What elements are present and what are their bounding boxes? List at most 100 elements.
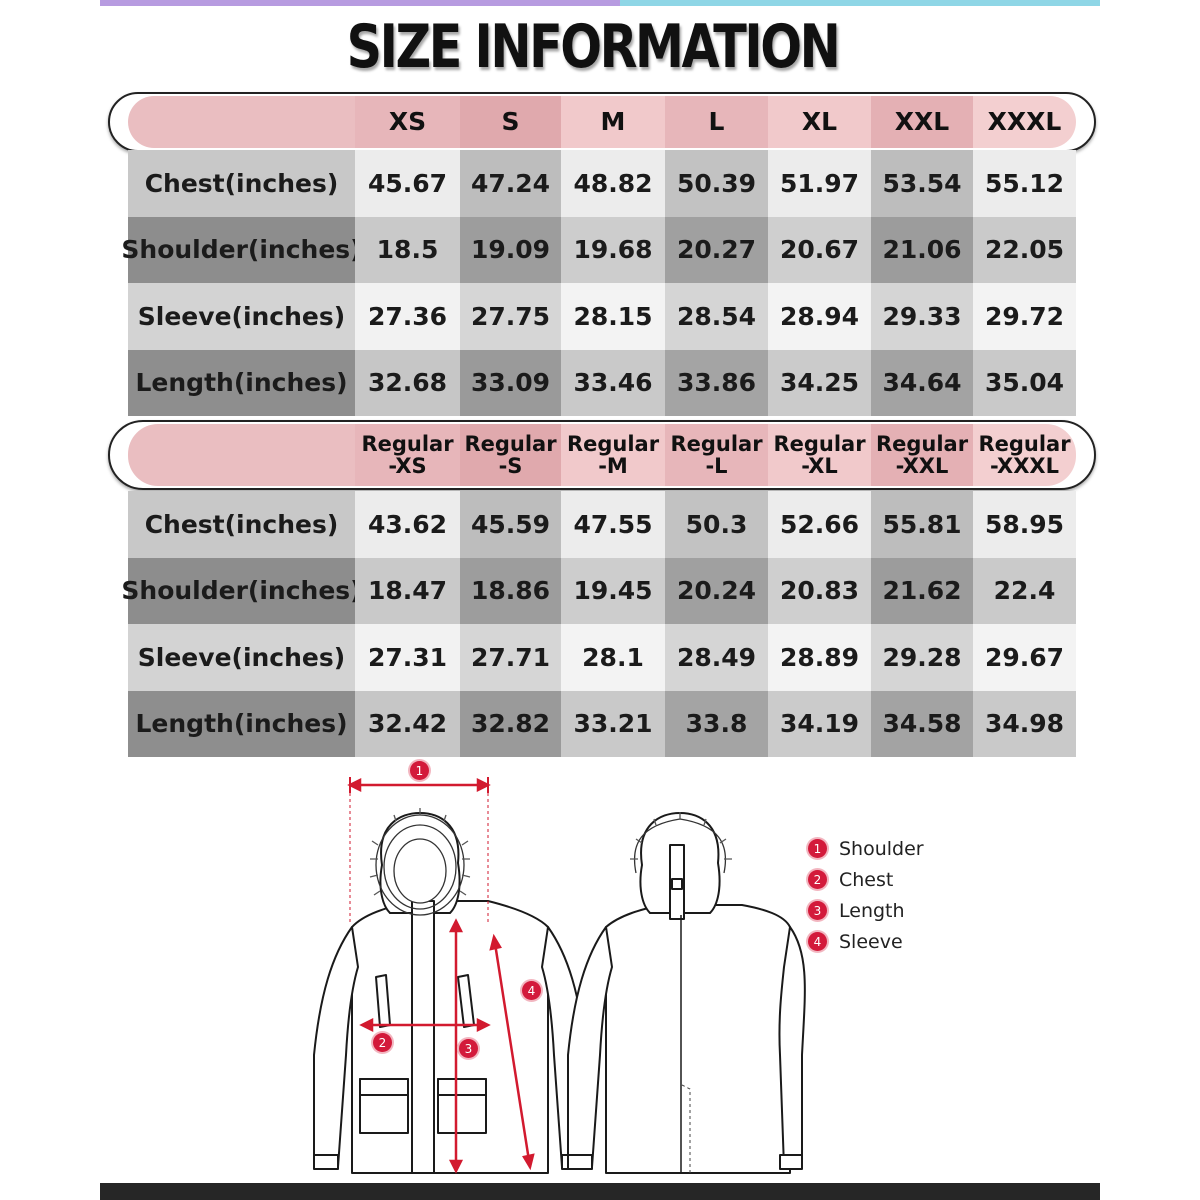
table-cell: 27.31 [355, 624, 460, 691]
size-header-cell: XXL [871, 96, 973, 148]
table-cell: 28.89 [768, 624, 871, 691]
table-cell: 28.15 [561, 283, 665, 350]
table-cell: 33.46 [561, 349, 665, 416]
table-row: Shoulder(inches) 18.47 18.86 19.45 20.24 20.8… [121, 557, 1076, 624]
header-blank-cell [128, 96, 355, 148]
table-cell: 53.54 [871, 150, 973, 217]
size-header-line1: Regular [978, 431, 1071, 456]
measurement-lines [347, 777, 535, 1174]
row-label: Chest(inches) [128, 150, 355, 217]
table-cell: 48.82 [561, 150, 665, 217]
marker-length: 3 [459, 1039, 490, 1058]
table-cell: 34.19 [768, 690, 871, 757]
size-header-row-2: Regular -XS Regular -S Regular -M Regular -L Reg… [128, 424, 1076, 486]
top-accent-bar-cyan [620, 0, 1100, 6]
table-cell: 19.09 [460, 216, 561, 283]
table-cell: 20.27 [665, 216, 768, 283]
header-blank-cell [128, 424, 355, 486]
table-cell: 34.25 [768, 349, 871, 416]
table-cell: 50.3 [665, 491, 768, 558]
table-cell: 33.21 [561, 690, 665, 757]
size-header-cell: Regular -M [561, 424, 665, 486]
size-header-cell: XXXL [973, 96, 1076, 148]
table-cell: 33.8 [665, 690, 768, 757]
marker-chest: 2 [373, 1033, 404, 1052]
table-cell: 33.86 [665, 349, 768, 416]
table-cell: 27.75 [460, 283, 561, 350]
table-cell: 28.1 [561, 624, 665, 691]
table-cell: 27.36 [355, 283, 460, 350]
measurement-legend: 1 Shoulder 2 Chest 3 Length 4 Sleeve [808, 833, 924, 957]
size-header-line2: -S [498, 454, 523, 478]
table-cell: 34.58 [871, 690, 973, 757]
page-title: SIZE INFORMATION [346, 12, 841, 82]
row-label: Shoulder(inches) [121, 216, 362, 283]
size-header-line1: Regular [464, 431, 557, 456]
table-cell: 28.49 [665, 624, 768, 691]
table-cell: 20.83 [768, 557, 871, 624]
table-cell: 19.45 [561, 557, 665, 624]
legend-item-sleeve: 4 Sleeve [808, 926, 924, 957]
size-header-line2: -M [598, 454, 628, 478]
table-cell: 58.95 [973, 491, 1076, 558]
table-row: Length(inches) 32.68 33.09 33.46 33.86 34.25 3… [128, 349, 1076, 416]
marker-sleeve: 4 [522, 981, 553, 1000]
size-header-line1: Regular [670, 431, 763, 456]
back-fur-trim [630, 812, 732, 874]
row-label: Sleeve(inches) [128, 624, 355, 691]
table-cell: 29.72 [973, 283, 1076, 350]
table-cell: 47.55 [561, 491, 665, 558]
size-header-cell: Regular -XXXL [973, 424, 1076, 486]
table-row: Chest(inches) 43.62 45.59 47.55 50.3 52.66 55.… [128, 491, 1076, 558]
legend-item-shoulder: 1 Shoulder [808, 833, 924, 864]
size-header-line1: Regular [361, 431, 454, 456]
table-row: Shoulder(inches) 18.5 19.09 19.68 20.27 20.67… [121, 216, 1076, 283]
table-cell: 34.98 [973, 690, 1076, 757]
table-row: Sleeve(inches) 27.36 27.75 28.15 28.54 28.94 2… [128, 283, 1076, 350]
bottom-bar [100, 1183, 1100, 1200]
size-header-cell: Regular -XXL [871, 424, 973, 486]
size-header-cell: Regular -XS [355, 424, 460, 486]
size-table-2: Chest(inches) 43.62 45.59 47.55 50.3 52.66 55.… [121, 491, 1076, 757]
size-header-line1: Regular [773, 431, 866, 456]
table-cell: 34.64 [871, 349, 973, 416]
size-header-line2: -XL [801, 454, 838, 478]
row-label: Length(inches) [128, 349, 355, 416]
size-header-line1: Regular [566, 431, 660, 456]
table-cell: 43.62 [355, 491, 460, 558]
table-cell: 18.5 [355, 216, 460, 283]
size-header-line2: -XXXL [990, 454, 1059, 478]
table-row: Chest(inches) 45.67 47.24 48.82 50.39 51.97 53… [128, 150, 1076, 217]
size-header-cell: S [460, 96, 561, 148]
front-fur-trim [369, 808, 471, 916]
table-row: Sleeve(inches) 27.31 27.71 28.1 28.49 28.89 29… [128, 624, 1076, 691]
size-table-1: Chest(inches) 45.67 47.24 48.82 50.39 51.97 53… [121, 150, 1076, 416]
size-header-cell: Regular -XL [768, 424, 871, 486]
table-cell: 22.4 [973, 557, 1076, 624]
size-header-cell: XS [355, 96, 460, 148]
table-cell: 55.81 [871, 491, 973, 558]
table-cell: 20.67 [768, 216, 871, 283]
size-header-cell: Regular -S [460, 424, 561, 486]
size-header-cell: M [561, 96, 665, 148]
size-header-cell: XL [768, 96, 871, 148]
table-cell: 50.39 [665, 150, 768, 217]
row-label: Shoulder(inches) [121, 557, 362, 624]
table-cell: 29.33 [871, 283, 973, 350]
size-header-line2: -XXL [895, 454, 949, 478]
table-cell: 27.71 [460, 624, 561, 691]
table-cell: 32.68 [355, 349, 460, 416]
table-cell: 28.54 [665, 283, 768, 350]
size-header-cell: L [665, 96, 768, 148]
table-cell: 45.67 [355, 150, 460, 217]
marker-shoulder: 1 [410, 761, 441, 780]
back-jacket-body [605, 904, 791, 1174]
table-row: Length(inches) 32.42 32.82 33.21 33.8 34.19 34… [128, 690, 1076, 757]
table-cell: 32.42 [355, 690, 460, 757]
table-cell: 55.12 [973, 150, 1076, 217]
table-cell: 28.94 [768, 283, 871, 350]
table-cell: 22.05 [973, 216, 1076, 283]
row-label: Sleeve(inches) [128, 283, 355, 350]
table-cell: 47.24 [460, 150, 561, 217]
table-cell: 21.62 [871, 557, 973, 624]
